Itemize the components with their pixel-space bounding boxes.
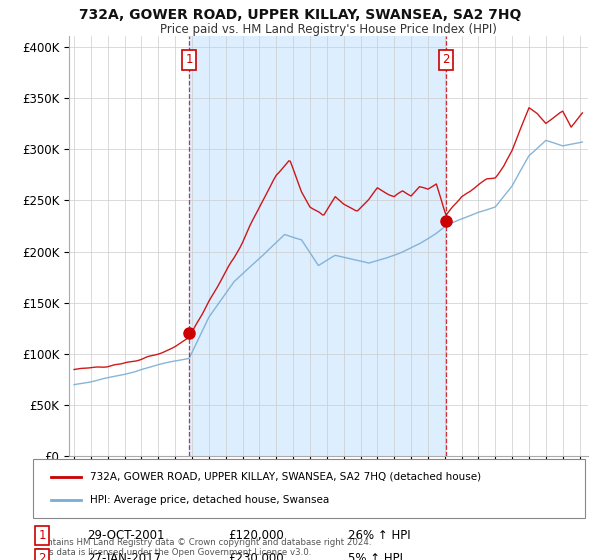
Text: 26% ↑ HPI: 26% ↑ HPI xyxy=(348,529,410,542)
Text: 5% ↑ HPI: 5% ↑ HPI xyxy=(348,552,403,560)
Text: £120,000: £120,000 xyxy=(228,529,284,542)
Text: 27-JAN-2017: 27-JAN-2017 xyxy=(87,552,161,560)
Bar xyxy=(189,36,446,456)
Text: 2: 2 xyxy=(38,552,46,560)
Text: 732A, GOWER ROAD, UPPER KILLAY, SWANSEA, SA2 7HQ (detached house): 732A, GOWER ROAD, UPPER KILLAY, SWANSEA,… xyxy=(90,472,481,482)
Text: Contains HM Land Registry data © Crown copyright and database right 2024.
This d: Contains HM Land Registry data © Crown c… xyxy=(36,538,371,557)
Text: 29-OCT-2001: 29-OCT-2001 xyxy=(87,529,164,542)
Text: HPI: Average price, detached house, Swansea: HPI: Average price, detached house, Swan… xyxy=(90,495,329,505)
Text: 2: 2 xyxy=(442,53,449,66)
Text: 1: 1 xyxy=(38,529,46,542)
Text: 1: 1 xyxy=(185,53,193,66)
Text: £230,000: £230,000 xyxy=(228,552,284,560)
Text: 732A, GOWER ROAD, UPPER KILLAY, SWANSEA, SA2 7HQ: 732A, GOWER ROAD, UPPER KILLAY, SWANSEA,… xyxy=(79,8,521,22)
Title: Price paid vs. HM Land Registry's House Price Index (HPI): Price paid vs. HM Land Registry's House … xyxy=(160,24,497,36)
